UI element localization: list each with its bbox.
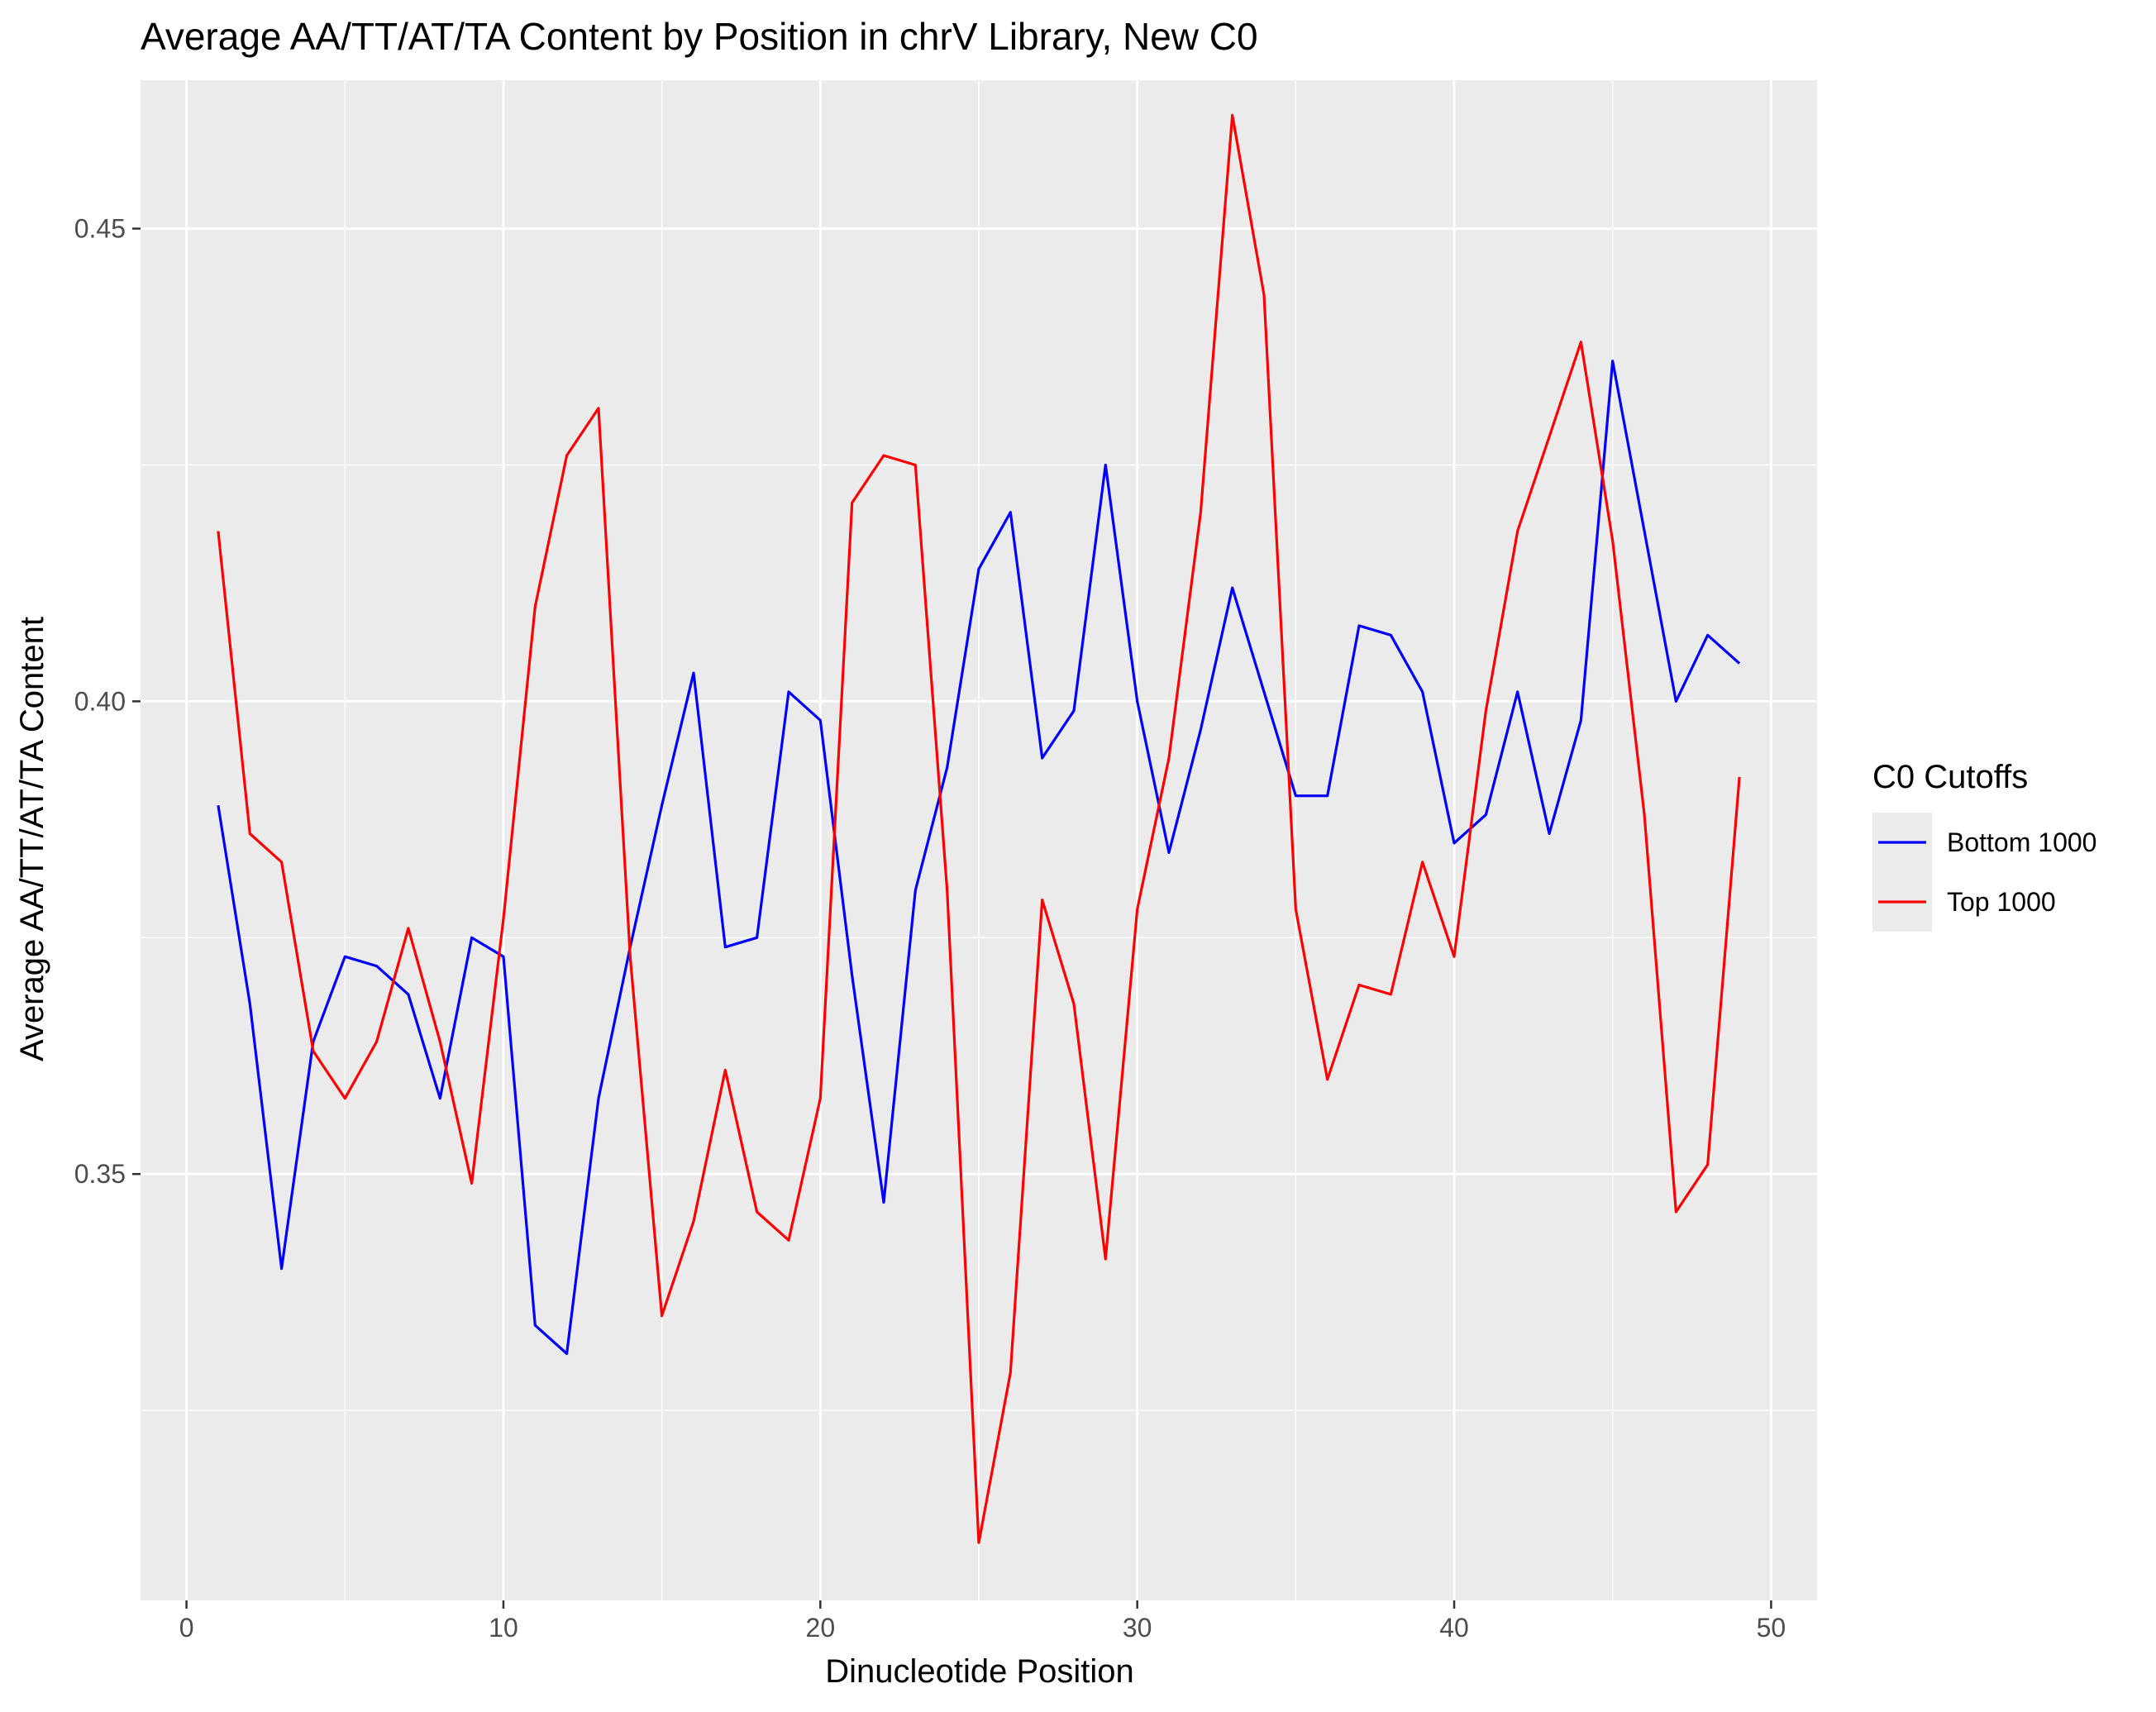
x-tick-label: 10 — [489, 1613, 518, 1643]
legend-label-top-1000: Top 1000 — [1947, 887, 2056, 917]
legend-title: C0 Cutoffs — [1872, 759, 2028, 795]
x-tick-label: 30 — [1123, 1613, 1152, 1643]
x-tick-label: 50 — [1757, 1613, 1786, 1643]
x-tick-label: 0 — [179, 1613, 194, 1643]
chart-title: Average AA/TT/AT/TA Content by Position … — [141, 15, 1258, 58]
series-line-top-1000 — [217, 113, 1741, 1544]
legend-label-bottom-1000: Bottom 1000 — [1947, 827, 2096, 857]
y-axis-label: Average AA/TT/AT/TA Content — [14, 617, 50, 1061]
y-tick-label: 0.35 — [74, 1159, 126, 1189]
y-tick-label: 0.40 — [74, 686, 126, 716]
x-axis-label: Dinucleotide Position — [825, 1653, 1134, 1690]
series-group — [217, 113, 1741, 1544]
x-axis: 0 10 20 30 40 50 — [179, 1600, 1786, 1643]
x-tick-label: 20 — [806, 1613, 836, 1643]
series-line-bottom-1000 — [217, 360, 1741, 1356]
y-axis: 0.35 0.40 0.45 — [74, 214, 141, 1189]
x-tick-label: 40 — [1439, 1613, 1469, 1643]
plot-panel — [141, 80, 1817, 1600]
legend: C0 Cutoffs Bottom 1000 Top 1000 — [1872, 759, 2096, 932]
y-tick-label: 0.45 — [74, 214, 126, 244]
